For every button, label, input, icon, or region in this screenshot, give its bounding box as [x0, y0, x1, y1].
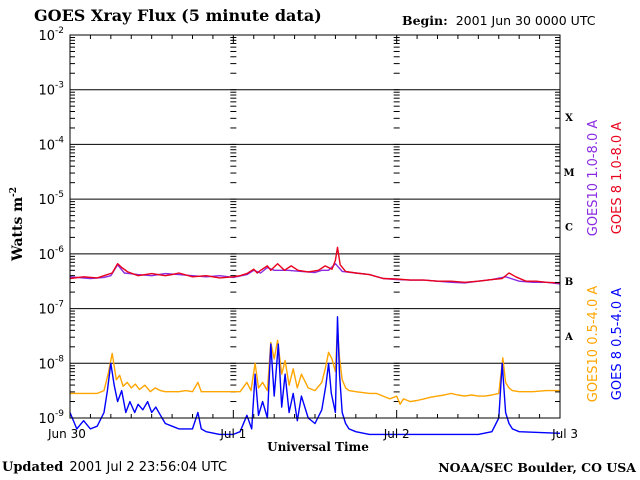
- y-axis-label-superscript: -2: [9, 187, 19, 197]
- series-line: [70, 327, 560, 405]
- y-tick-base: 10: [38, 138, 55, 153]
- flare-class-label: M: [563, 168, 574, 179]
- y-tick-label: 10-5: [38, 190, 64, 208]
- y-tick-label: 10-9: [38, 409, 64, 427]
- x-tick-label: Jul 3: [551, 427, 578, 441]
- flare-class-label: B: [565, 277, 573, 288]
- y-tick-exponent: -3: [55, 81, 64, 91]
- ticks-layer: [69, 35, 561, 418]
- x-axis-label: Universal Time: [267, 440, 369, 454]
- y-tick-base: 10: [38, 248, 55, 263]
- legend-entry: GOES10 0.5-4.0 A: [586, 286, 601, 403]
- y-tick-exponent: -7: [55, 300, 64, 310]
- y-axis-label-text: Watts m: [10, 197, 26, 262]
- grid-layer: [70, 37, 560, 419]
- y-tick-base: 10: [38, 412, 55, 427]
- begin-time: Begin: 2001 Jun 30 0000 UTC: [402, 13, 595, 28]
- y-axis-label: Watts m-2: [9, 187, 26, 262]
- y-tick-label: 10-4: [38, 135, 64, 153]
- flare-class-label: C: [565, 223, 573, 234]
- legend-entry: GOES 8 1.0-8.0 A: [610, 122, 625, 234]
- credit-text: NOAA/SEC Boulder, CO USA: [438, 460, 636, 475]
- y-tick-label: 10-6: [38, 245, 64, 263]
- y-tick-exponent: -9: [55, 409, 64, 419]
- x-tick-label: Jun 30: [47, 427, 86, 441]
- y-tick-label: 10-8: [38, 354, 64, 372]
- y-tick-exponent: -8: [55, 354, 64, 364]
- x-tick-label: Jul 1: [219, 427, 246, 441]
- x-tick-label: Jul 2: [383, 427, 410, 441]
- series-layer: [69, 246, 561, 436]
- y-tick-label: 10-2: [38, 26, 64, 44]
- flare-class-label: A: [564, 332, 573, 343]
- series-line: [69, 316, 561, 436]
- y-tick-exponent: -5: [55, 190, 64, 200]
- legend-entry: GOES 8 0.5-4.0 A: [610, 288, 625, 400]
- y-tick-base: 10: [38, 193, 55, 208]
- y-tick-exponent: -4: [55, 135, 64, 145]
- plot-frame: [69, 34, 561, 419]
- begin-value: 2001 Jun 30 0000 UTC: [455, 13, 596, 28]
- y-tick-base: 10: [38, 303, 55, 318]
- y-tick-base: 10: [38, 84, 55, 99]
- y-tick-label: 10-7: [38, 300, 64, 318]
- begin-label: Begin:: [402, 13, 448, 28]
- updated-label: Updated: [2, 460, 64, 475]
- flare-class-label: X: [565, 113, 573, 124]
- legend-entry: GOES10 1.0-8.0 A: [586, 120, 601, 237]
- updated-value: 2001 Jul 2 23:56:04 UTC: [69, 460, 228, 475]
- series-line: [69, 246, 561, 284]
- y-tick-exponent: -2: [55, 26, 64, 36]
- updated-time: Updated 2001 Jul 2 23:56:04 UTC: [2, 460, 227, 475]
- y-tick-label: 10-3: [38, 81, 64, 99]
- y-tick-base: 10: [38, 29, 55, 44]
- y-tick-base: 10: [38, 357, 55, 372]
- chart-title: GOES Xray Flux (5 minute data): [34, 6, 322, 25]
- y-tick-exponent: -6: [55, 245, 64, 255]
